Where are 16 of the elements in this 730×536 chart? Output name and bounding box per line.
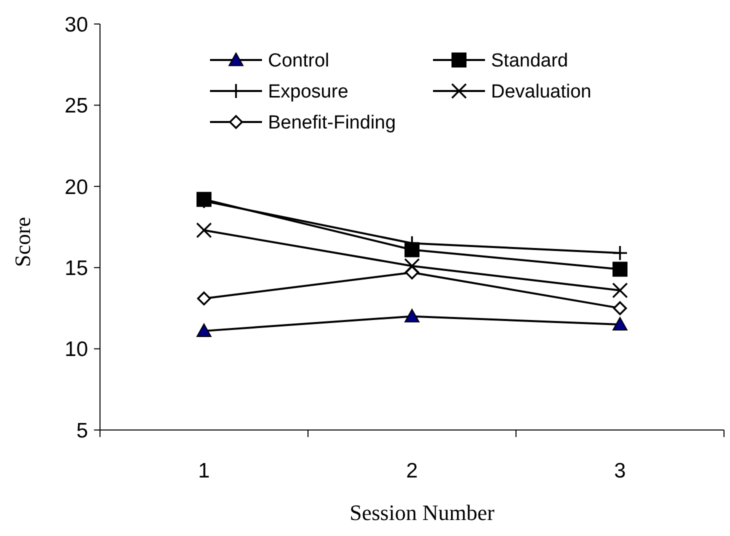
x-tick-label: 2 bbox=[406, 459, 418, 482]
y-tick-label: 30 bbox=[64, 13, 88, 36]
legend-label: Benefit-Finding bbox=[268, 112, 396, 134]
y-tick-label: 20 bbox=[64, 176, 88, 199]
y-tick-label: 5 bbox=[76, 419, 88, 442]
legend-label: Standard bbox=[491, 50, 568, 72]
x-axis-title: Session Number bbox=[350, 500, 496, 525]
legend-label: Control bbox=[268, 50, 330, 72]
legend-label: Devaluation bbox=[491, 82, 592, 103]
y-tick-label: 10 bbox=[64, 338, 88, 362]
x-tick-label: 3 bbox=[614, 459, 626, 482]
y-tick-label: 25 bbox=[64, 94, 88, 118]
y-tick-label: 15 bbox=[64, 256, 88, 280]
x-tick-label: 1 bbox=[198, 459, 210, 482]
legend-label: Exposure bbox=[268, 82, 348, 103]
y-axis-title: Score bbox=[10, 216, 35, 268]
